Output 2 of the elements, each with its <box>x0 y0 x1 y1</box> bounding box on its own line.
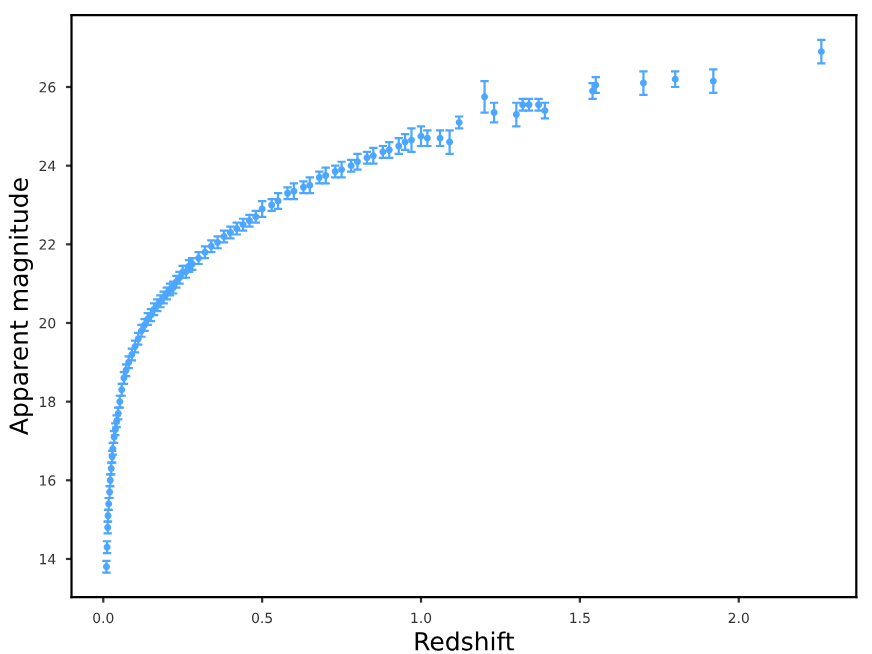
y-axis-title: Apparent magnitude <box>8 178 33 435</box>
x-axis-title: Redshift <box>415 631 515 651</box>
